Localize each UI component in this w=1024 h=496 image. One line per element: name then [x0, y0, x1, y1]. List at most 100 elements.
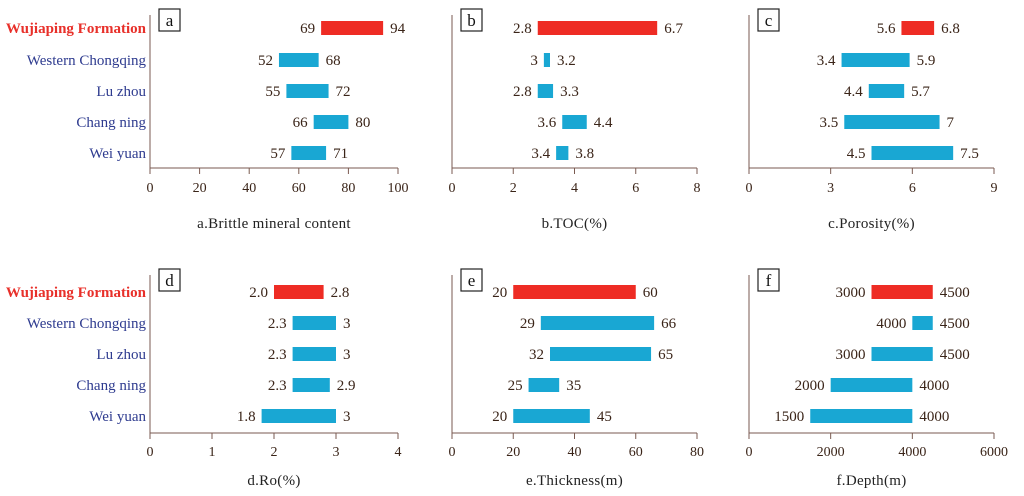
high-value-label: 4.4 [594, 115, 613, 131]
x-tick-label: 20 [506, 445, 520, 460]
high-value-label: 4500 [940, 316, 970, 332]
x-axis-label: f.Depth(m) [836, 473, 906, 489]
high-value-label: 5.9 [917, 53, 936, 69]
panel-letter-box [757, 268, 780, 292]
high-value-label: 4500 [940, 347, 970, 363]
high-value-label: 5.7 [911, 84, 930, 100]
high-value-label: 7 [947, 115, 955, 131]
low-value-label: 3000 [836, 347, 866, 363]
panel-d: 0 1 2 3 4 d d.Ro(%) 2.0 2.8 2.3 3 2.3 3 2.3 2.9 1.8 3 [147, 268, 402, 489]
range-bar [321, 21, 384, 35]
low-value-label: 20 [492, 409, 507, 425]
panel-f: 0 2000 4000 6000 f f.Depth(m) 3000 4500 4000 4500… [746, 268, 1008, 489]
low-value-label: 2.3 [268, 378, 287, 394]
high-value-label: 66 [661, 316, 677, 332]
high-value-label: 2.8 [331, 285, 350, 301]
x-tick-label: 4 [395, 445, 402, 460]
category-label-lu-zhou: Lu zhou [96, 347, 146, 363]
high-value-label: 2.9 [337, 378, 356, 394]
category-label-western-chongqing: Western Chongqing [27, 53, 147, 69]
x-tick-label: 4 [571, 181, 578, 196]
range-bar [871, 146, 954, 160]
range-bar [261, 409, 336, 423]
high-value-label: 68 [326, 53, 341, 69]
range-bar [868, 84, 905, 98]
x-axis-label: c.Porosity(%) [828, 216, 915, 232]
panel-letter: d [165, 271, 174, 290]
x-axis-label: b.TOC(%) [542, 216, 608, 232]
high-value-label: 7.5 [960, 146, 979, 162]
category-label-lu-zhou: Lu zhou [96, 84, 146, 100]
range-bar [543, 53, 550, 67]
x-axis-label: a.Brittle mineral content [197, 216, 351, 232]
category-label-chang-ning: Chang ning [76, 378, 146, 394]
range-bar [292, 378, 330, 392]
low-value-label: 3.5 [820, 115, 839, 131]
x-tick-label: 0 [746, 181, 753, 196]
range-bar [513, 285, 636, 299]
low-value-label: 4.5 [847, 146, 866, 162]
low-value-label: 69 [300, 21, 315, 37]
x-tick-label: 40 [242, 181, 256, 196]
panel-letter: a [166, 11, 174, 30]
low-value-label: 1.8 [237, 409, 256, 425]
range-bar [291, 146, 327, 160]
low-value-label: 3 [530, 53, 538, 69]
panel-letter-box [158, 268, 181, 292]
range-bar [901, 21, 935, 35]
x-tick-label: 0 [449, 181, 456, 196]
x-tick-label: 100 [388, 181, 409, 196]
high-value-label: 35 [566, 378, 581, 394]
low-value-label: 3.6 [538, 115, 557, 131]
low-value-label: 52 [258, 53, 273, 69]
x-tick-label: 20 [193, 181, 207, 196]
high-value-label: 80 [355, 115, 370, 131]
panel-letter: c [765, 11, 773, 30]
low-value-label: 2.8 [513, 84, 532, 100]
x-tick-label: 0 [147, 445, 154, 460]
low-value-label: 57 [270, 146, 286, 162]
x-tick-label: 6 [632, 181, 639, 196]
x-tick-label: 4000 [898, 445, 926, 460]
x-tick-label: 80 [341, 181, 355, 196]
high-value-label: 3 [343, 409, 351, 425]
x-tick-label: 60 [292, 181, 306, 196]
range-bar [528, 378, 560, 392]
range-bar [292, 347, 336, 361]
low-value-label: 66 [293, 115, 309, 131]
low-value-label: 29 [520, 316, 535, 332]
high-value-label: 94 [390, 21, 406, 37]
low-value-label: 4.4 [844, 84, 863, 100]
range-bar [841, 53, 910, 67]
range-bar [550, 347, 652, 361]
high-value-label: 6.7 [664, 21, 683, 37]
x-tick-label: 80 [690, 445, 704, 460]
range-bar [537, 84, 554, 98]
range-bar [540, 316, 655, 330]
x-tick-label: 0 [147, 181, 154, 196]
category-label-wujiaping-formation: Wujiaping Formation [6, 21, 147, 37]
x-tick-label: 9 [991, 181, 998, 196]
range-bar [286, 84, 329, 98]
x-axis-label: e.Thickness(m) [526, 473, 623, 489]
panel-letter-box [757, 8, 780, 32]
range-bar [556, 146, 569, 160]
high-value-label: 72 [336, 84, 351, 100]
range-bar [292, 316, 336, 330]
x-tick-label: 0 [746, 445, 753, 460]
range-bar [274, 285, 324, 299]
category-label-western-chongqing: Western Chongqing [27, 316, 147, 332]
x-tick-label: 8 [694, 181, 701, 196]
range-bar [278, 53, 319, 67]
high-value-label: 3.2 [557, 53, 576, 69]
low-value-label: 2.8 [513, 21, 532, 37]
range-bar [871, 347, 933, 361]
category-label-wujiaping-formation: Wujiaping Formation [6, 285, 147, 301]
x-tick-label: 6000 [980, 445, 1008, 460]
high-value-label: 3.3 [560, 84, 579, 100]
high-value-label: 4500 [940, 285, 970, 301]
x-tick-label: 3 [333, 445, 340, 460]
category-label-chang-ning: Chang ning [76, 115, 146, 131]
